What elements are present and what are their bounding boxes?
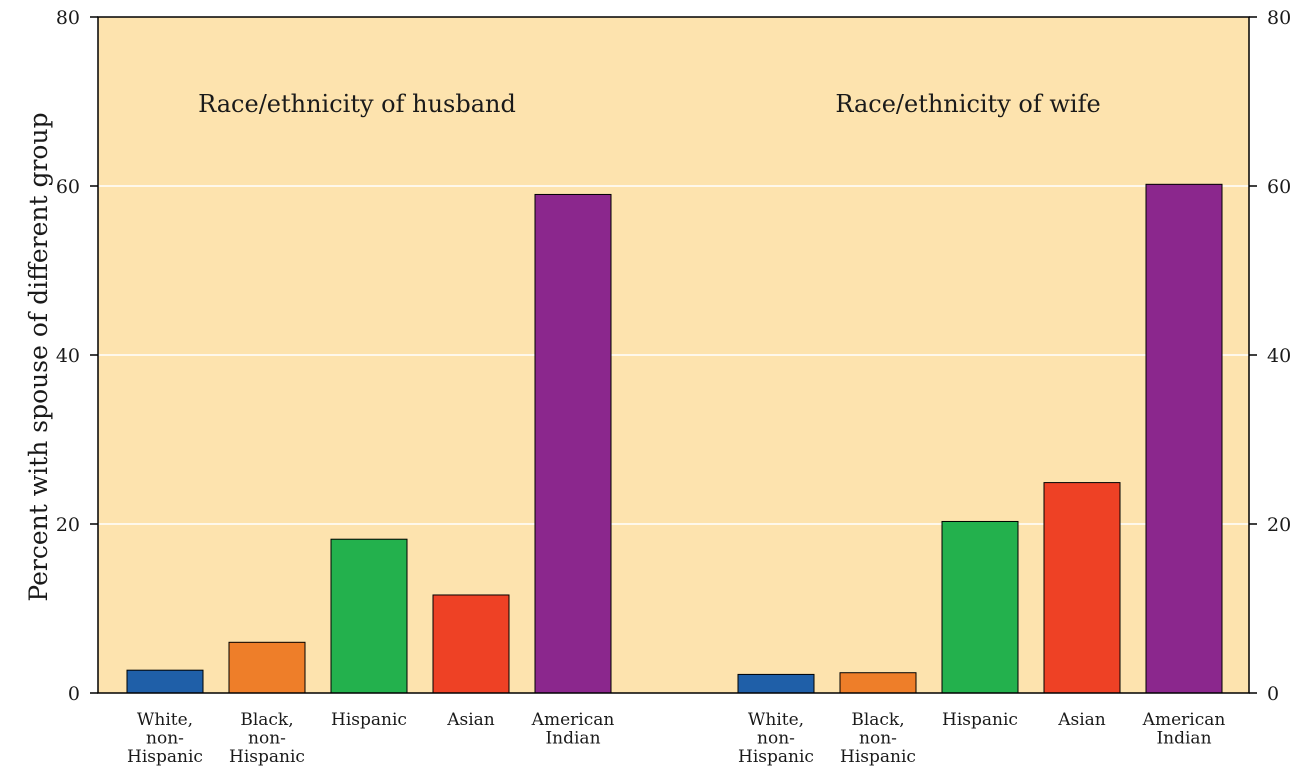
category-label: Hispanic <box>738 747 814 767</box>
category-label: Asian <box>446 710 495 730</box>
y-tick-label-right: 0 <box>1267 683 1279 705</box>
y-tick-label-right: 60 <box>1267 176 1291 198</box>
y-tick-label-right: 20 <box>1267 514 1291 536</box>
category-label: White, <box>748 710 804 730</box>
bar <box>126 669 204 694</box>
y-tick-label-left: 0 <box>68 683 80 705</box>
bar <box>1043 482 1121 694</box>
category-label: Indian <box>545 729 600 749</box>
y-tick-label-left: 80 <box>56 7 80 29</box>
bar <box>432 594 510 694</box>
bar <box>534 193 612 694</box>
category-labels: White,non-HispanicBlack,non-HispanicHisp… <box>127 710 1225 767</box>
bar <box>941 520 1019 694</box>
category-label: Hispanic <box>331 710 407 730</box>
y-tick-label-right: 40 <box>1267 345 1291 367</box>
y-tick-label-left: 40 <box>56 345 80 367</box>
y-tick-label-right: 80 <box>1267 7 1291 29</box>
category-label: Black, <box>240 710 293 730</box>
category-label: Hispanic <box>942 710 1018 730</box>
panel-titles: Race/ethnicity of husband Race/ethnicity … <box>198 90 1101 118</box>
category-label: White, <box>137 710 193 730</box>
y-tick-label-left: 20 <box>56 514 80 536</box>
category-label: Asian <box>1057 710 1106 730</box>
category-label: non- <box>146 729 184 749</box>
bar <box>1145 183 1223 694</box>
y-tick-label-left: 60 <box>56 176 80 198</box>
category-label: Hispanic <box>229 747 305 767</box>
bar <box>228 641 306 694</box>
bars <box>126 183 1223 694</box>
category-label: American <box>1142 710 1226 730</box>
bar <box>839 672 917 694</box>
y-axis-label: Percent with spouse of different group <box>24 112 53 601</box>
panel-title: Race/ethnicity of husband <box>198 90 516 118</box>
category-label: Black, <box>851 710 904 730</box>
axes: 0 0 20 20 40 40 60 60 80 80 <box>56 7 1291 705</box>
category-label: Hispanic <box>840 747 916 767</box>
category-label: Hispanic <box>127 747 203 767</box>
panel-title: Race/ethnicity of wife <box>835 90 1100 118</box>
category-label: non- <box>757 729 795 749</box>
category-label: non- <box>248 729 286 749</box>
category-label: Indian <box>1156 729 1211 749</box>
bar <box>737 673 815 694</box>
category-label: American <box>531 710 615 730</box>
bar <box>330 538 408 694</box>
category-label: non- <box>859 729 897 749</box>
